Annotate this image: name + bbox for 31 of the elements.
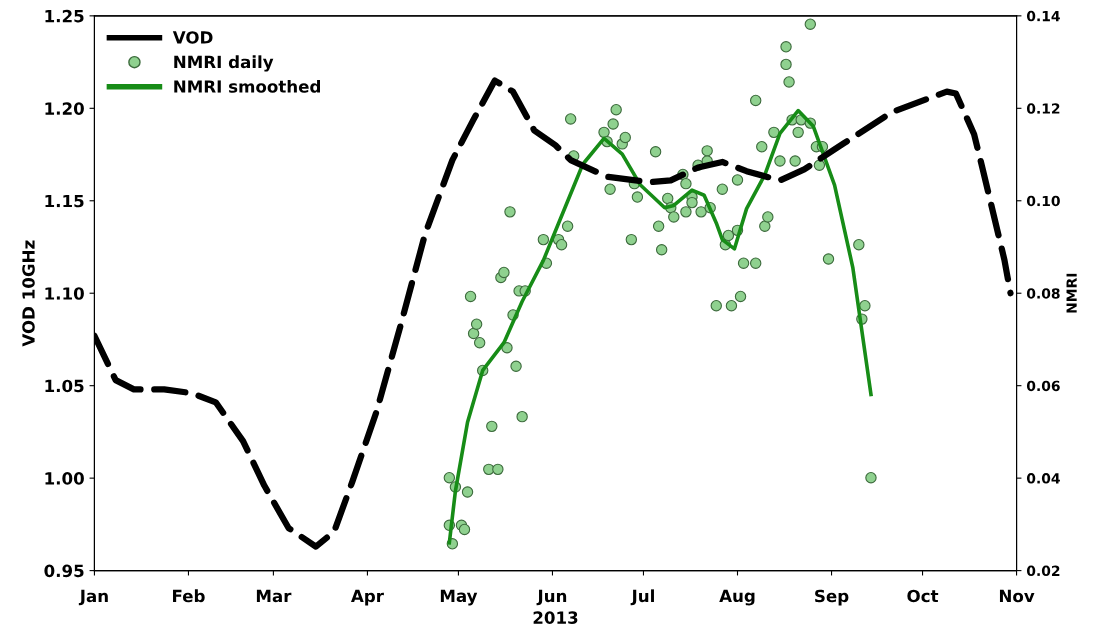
y2-tick-label: 0.10 [1026,195,1060,207]
x-tick-label: Aug [719,589,755,606]
y-tick-label: 1.15 [45,194,84,208]
x-tick-label: Nov [999,589,1035,603]
x-tick-label: May [440,589,478,606]
legend-label: NMRI daily [174,55,274,72]
x-tick-label: Sep [815,589,849,606]
y2-tick-label: 0.14 [1026,10,1060,22]
x-axis-title: 2013 [533,611,578,624]
x-tick-label: Jan [78,589,108,606]
legend-label: VOD [172,31,213,44]
y2-tick-label: 0.12 [1026,103,1060,114]
y2-axis-title: NMRI [1066,273,1077,313]
y-tick-label: 1.00 [45,472,84,485]
y2-tick-label: 0.06 [1026,380,1060,392]
y2-tick-label: 0.04 [1026,473,1060,484]
y-tick-label: 1.05 [45,379,84,393]
y-tick-label: 0.95 [44,564,84,578]
x-tick-label: Apr [350,589,384,606]
y-tick-label: 1.10 [45,287,84,300]
x-tick-label: Jun [536,589,567,606]
y-tick-label: 1.25 [45,9,84,23]
x-tick-label: Feb [173,589,205,603]
legend-label: NMRI smoothed [174,79,320,93]
y-axis-title: VOD 10GHz [22,240,35,347]
x-tick-label: Jul [630,589,654,606]
x-tick-label: Oct [907,589,939,603]
x-tick-label: Mar [256,589,292,603]
y2-tick-label: 0.02 [1026,565,1060,577]
y-tick-label: 1.20 [45,102,84,115]
y2-tick-label: 0.08 [1026,288,1060,299]
